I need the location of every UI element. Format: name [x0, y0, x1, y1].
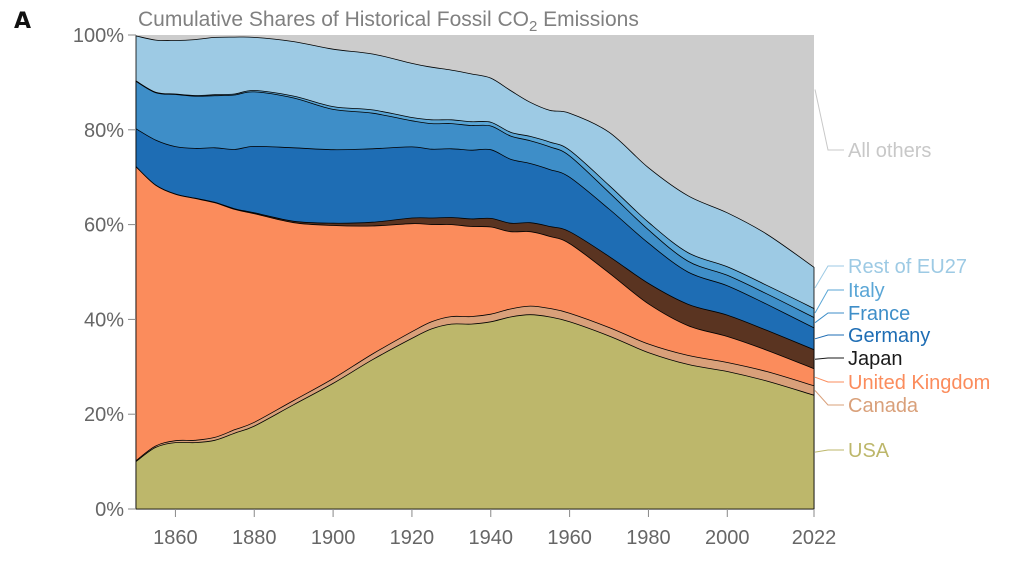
series-label-germany: Germany [848, 325, 930, 347]
x-tick-label: 1920 [390, 527, 435, 549]
y-tick-label: 60% [84, 215, 124, 237]
x-tick-label: 1880 [232, 527, 277, 549]
y-tick-label: 40% [84, 309, 124, 331]
label-leader-all-others [814, 89, 844, 151]
x-tick-label: 1960 [547, 527, 592, 549]
series-label-rest-of-eu27: Rest of EU27 [848, 256, 967, 278]
chart-title-suffix: Emissions [537, 8, 639, 31]
x-tick-label: 2000 [705, 527, 750, 549]
series-label-all-others: All others [848, 140, 931, 162]
label-leader-rest-of-eu27 [814, 265, 844, 289]
x-axis: 1860 1880 1900 1920 1940 1960 1980 2000 2022 [153, 509, 836, 549]
label-leader-italy [814, 289, 844, 314]
label-leader-canada [814, 390, 844, 406]
series-label-united-kingdom: United Kingdom [848, 372, 990, 394]
y-tick-label: 100% [73, 25, 124, 47]
x-tick-label: 1900 [311, 527, 356, 549]
y-tick-label: 0% [95, 499, 124, 521]
series-label-japan: Japan [848, 348, 903, 370]
series-label-usa: USA [848, 440, 890, 462]
label-leader-united-kingdom [814, 376, 844, 383]
chart-title-main: Cumulative Shares of Historical Fossil C… [138, 8, 529, 31]
x-tick-label: 1980 [626, 527, 671, 549]
label-leader-usa [814, 449, 844, 453]
chart-title: Cumulative Shares of Historical Fossil C… [138, 8, 639, 35]
panel-label: A [14, 9, 31, 34]
area-layers [135, 35, 815, 510]
y-tick-label: 80% [84, 120, 124, 142]
y-tick-label: 20% [84, 404, 124, 426]
chart-title-subscript: 2 [529, 18, 537, 35]
x-tick-label: 1860 [153, 527, 198, 549]
y-axis: 0% 20% 40% 60% 80% 100% [73, 25, 136, 521]
x-tick-label: 1940 [469, 527, 514, 549]
area-usa [135, 314, 815, 510]
series-label-italy: Italy [848, 280, 885, 302]
label-leader-germany [814, 334, 844, 340]
series-label-canada: Canada [848, 395, 919, 417]
label-leader-france [814, 312, 844, 324]
label-leader-japan [814, 357, 844, 360]
series-label-france: France [848, 303, 910, 325]
x-tick-label: 2022 [792, 527, 837, 549]
